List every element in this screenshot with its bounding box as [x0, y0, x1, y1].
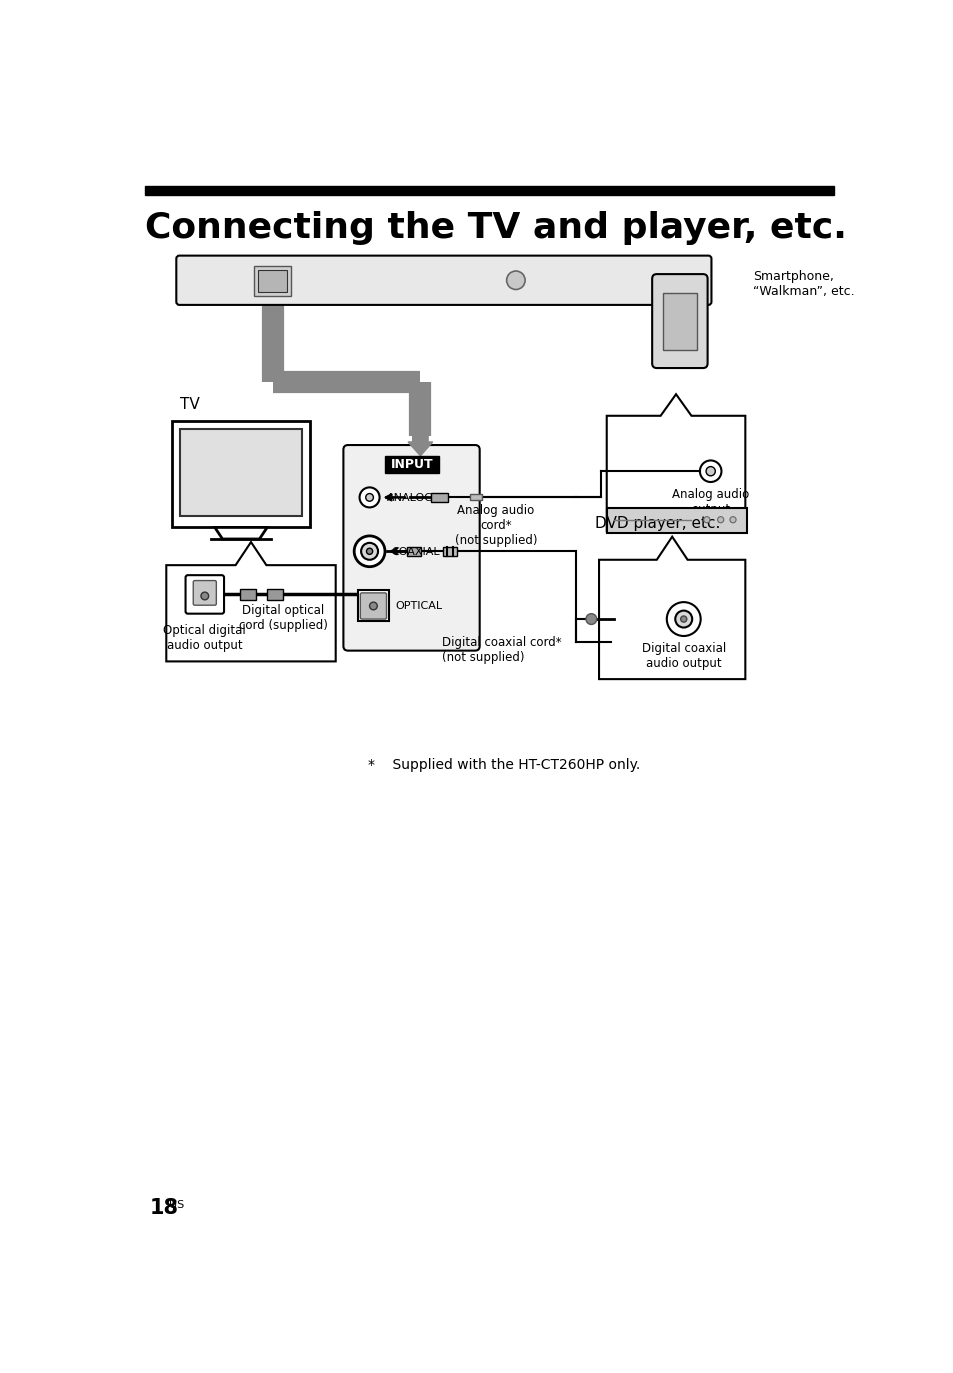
Circle shape	[703, 516, 709, 523]
Bar	[253, 266, 291, 295]
Bar	[180, 428, 301, 516]
Text: TV: TV	[180, 397, 200, 412]
Bar	[240, 589, 255, 600]
FancyBboxPatch shape	[360, 593, 386, 619]
Text: Optical digital
audio output: Optical digital audio output	[163, 623, 246, 652]
Bar	[385, 456, 438, 472]
Text: Analog audio
output: Analog audio output	[671, 489, 748, 516]
Text: COAXIAL: COAXIAL	[391, 546, 439, 556]
Circle shape	[506, 270, 524, 290]
FancyBboxPatch shape	[185, 575, 224, 614]
Polygon shape	[606, 394, 744, 531]
FancyBboxPatch shape	[176, 255, 711, 305]
Text: Analog audio
cord*
(not supplied): Analog audio cord* (not supplied)	[455, 504, 537, 546]
Circle shape	[359, 487, 379, 508]
Circle shape	[717, 516, 723, 523]
Circle shape	[675, 611, 692, 627]
Text: ANALOG: ANALOG	[387, 493, 434, 503]
Text: Digital coaxial cord*
(not supplied): Digital coaxial cord* (not supplied)	[441, 636, 561, 665]
Circle shape	[361, 542, 377, 560]
Bar	[443, 546, 456, 556]
Circle shape	[666, 603, 700, 636]
Bar	[662, 292, 696, 350]
Text: US: US	[170, 1200, 185, 1211]
Bar	[267, 589, 282, 600]
Polygon shape	[214, 527, 267, 540]
Bar	[357, 590, 389, 621]
Polygon shape	[166, 542, 335, 662]
Polygon shape	[598, 537, 744, 680]
Text: OPTICAL: OPTICAL	[395, 601, 441, 611]
Circle shape	[729, 516, 736, 523]
Circle shape	[365, 493, 373, 501]
Circle shape	[679, 616, 686, 622]
Text: Digital coaxial
audio output: Digital coaxial audio output	[641, 643, 725, 670]
Circle shape	[700, 460, 720, 482]
Circle shape	[201, 592, 209, 600]
Text: *    Supplied with the HT-CT260HP only.: * Supplied with the HT-CT260HP only.	[368, 758, 639, 772]
FancyBboxPatch shape	[193, 581, 216, 605]
Circle shape	[366, 548, 373, 555]
Bar	[257, 270, 287, 292]
Circle shape	[354, 535, 385, 567]
Text: INPUT: INPUT	[390, 457, 433, 471]
Circle shape	[369, 603, 376, 610]
FancyBboxPatch shape	[652, 275, 707, 368]
Bar	[145, 187, 833, 195]
Text: 18: 18	[150, 1199, 178, 1218]
FancyBboxPatch shape	[343, 445, 479, 651]
Bar	[172, 422, 309, 527]
Text: Connecting the TV and player, etc.: Connecting the TV and player, etc.	[145, 211, 845, 244]
Text: Digital optical
cord (supplied): Digital optical cord (supplied)	[238, 604, 328, 632]
Bar	[469, 494, 481, 501]
Bar	[407, 546, 420, 556]
Text: DVD player, etc.: DVD player, etc.	[595, 515, 720, 530]
Text: Smartphone,
“Walkman”, etc.: Smartphone, “Walkman”, etc.	[752, 270, 854, 298]
Circle shape	[705, 467, 715, 476]
Bar	[606, 508, 746, 533]
Bar	[431, 493, 448, 503]
Circle shape	[585, 614, 596, 625]
FancyArrow shape	[408, 435, 433, 456]
